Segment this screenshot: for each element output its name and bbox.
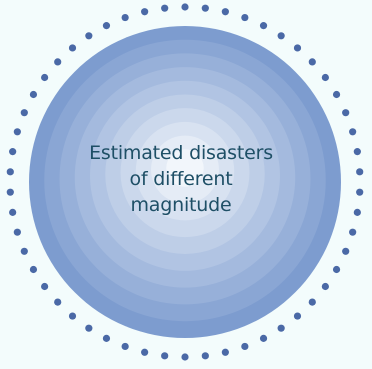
ring-dot [141,348,149,356]
ring-dot [277,32,285,40]
ring-dot [6,168,14,176]
ring-dot [181,353,189,361]
ring-dot [321,282,329,291]
ring-dot [342,109,350,117]
ring-dot [356,188,364,196]
ring-dot [6,188,14,196]
ring-dot [41,282,49,291]
label-line-3: magnitude [130,194,232,216]
ring-dot [221,348,229,356]
ring-dot [9,208,17,216]
ring-dot [161,4,169,12]
ring-dot [259,22,268,30]
ring-dot [293,312,302,320]
ring-dot [54,58,62,66]
label-line-1: Estimated disasters [89,142,273,164]
ring-dot [68,44,77,52]
ring-dot [349,128,357,136]
ring-dot [141,8,149,16]
ring-dot [102,22,111,30]
ring-dot [13,228,21,236]
ring-dot [102,334,111,342]
concentric-circle [29,26,341,338]
ring-dot [29,90,38,99]
ring-dot [20,247,28,255]
ring-dot [241,342,249,351]
ring-dot [20,109,28,117]
ring-dot [353,148,361,156]
ring-dot [353,208,361,216]
ring-dot [332,265,341,274]
ring-dot [308,298,316,306]
ring-dot [181,3,189,11]
ring-dot [321,73,329,82]
ring-dot [308,58,316,66]
ring-dot [201,4,209,12]
ring-dot [121,13,129,22]
center-label: Estimated disasters of different magnitu… [66,140,296,218]
ring-dot [221,8,229,16]
disc-band [166,149,204,187]
ring-dot [54,298,62,306]
ring-dot [13,128,21,136]
dotted-ring [6,3,364,361]
ring-dot [41,73,49,82]
ring-dot [349,228,357,236]
ring-dot [161,352,169,360]
ring-dot [85,32,93,40]
ring-dot [277,324,285,332]
ring-dot [332,90,341,99]
label-line-2: of different [129,168,233,190]
ring-dot [201,352,209,360]
ring-dot [121,342,129,351]
ring-dot [68,312,77,320]
ring-dot [293,44,302,52]
ring-dot [85,324,93,332]
ring-dot [356,168,364,176]
ring-dot [29,265,38,274]
ring-dot [342,247,350,255]
ring-dot [259,334,268,342]
ring-dot [9,148,17,156]
ring-dot [241,13,249,22]
